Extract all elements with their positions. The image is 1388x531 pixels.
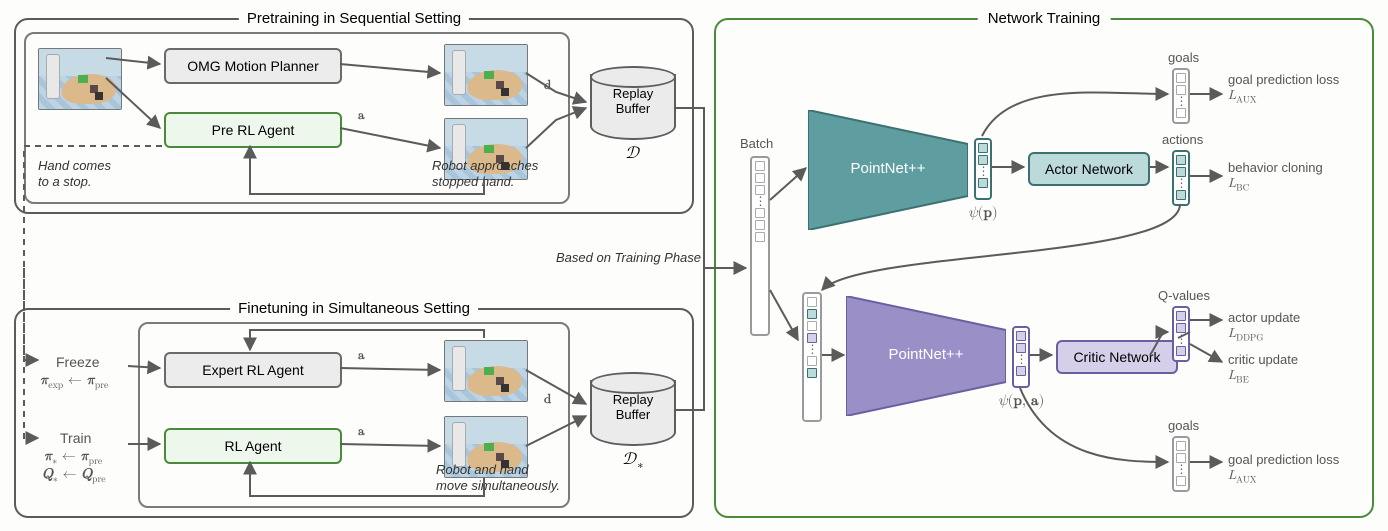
finetune-buffer-sym: 𝒟∗ [590, 450, 676, 472]
pretrain-buffer: Replay Buffer 𝒟 [590, 66, 676, 140]
finetune-buffer: Replay Buffer 𝒟∗ [590, 372, 676, 446]
finetune-buffer-label: Replay Buffer [590, 392, 676, 422]
omg-label: OMG Motion Planner [187, 58, 319, 74]
pretrain-cap1a: Hand comes [38, 158, 111, 173]
batch-label: Batch [740, 136, 773, 151]
freeze-eq: πexp ← πpre [40, 372, 108, 391]
psi-bot: ψ(p, a) [998, 392, 1044, 410]
pretrain-thumb-left [38, 48, 122, 110]
critic-box: Critic Network [1056, 340, 1178, 374]
pretrain-buffer-label: Replay Buffer [590, 86, 676, 116]
finetune-d: d [544, 392, 551, 408]
goals-top-label: goals [1168, 50, 1199, 65]
actor-box: Actor Network [1028, 152, 1150, 186]
finetune-a2: a [358, 424, 365, 440]
goal-loss-top-sym: LAUX [1228, 88, 1257, 106]
train-eq2: Q∗ ← Qpre [42, 466, 106, 485]
goal-loss-bot: goal prediction loss [1228, 452, 1339, 467]
network-panel: Network Training Batch ⋮ PointNet++ ⋮ ψ(… [714, 18, 1374, 518]
finetune-cap-a: Robot and hand [436, 462, 529, 477]
pretrain-panel: Pretraining in Sequential Setting Hand c… [14, 18, 694, 214]
bc-label: behavior cloning [1228, 160, 1323, 175]
feat-vec-bot: ⋮ [1012, 326, 1030, 388]
train-label: Train [60, 430, 91, 446]
bc-sym: LBC [1228, 176, 1249, 194]
train-eq1: π∗ ← πpre [44, 448, 102, 467]
actor-label: Actor Network [1045, 161, 1133, 177]
actor-up: actor update [1228, 310, 1300, 325]
finetune-thumb-top [444, 340, 528, 402]
pretrain-buffer-sym: 𝒟 [590, 144, 676, 164]
critic-up-sym: LBE [1228, 368, 1249, 386]
finetune-cap-b: move simultaneously. [436, 478, 560, 493]
finetune-panel: Finetuning in Simultaneous Setting Freez… [14, 308, 694, 518]
feat-vec-top: ⋮ [974, 138, 992, 200]
freeze-label: Freeze [56, 354, 100, 370]
expert-box: Expert RL Agent [164, 352, 342, 388]
bridge-label: Based on Training Phase [556, 250, 701, 265]
goals-vec-top: ⋮ [1172, 68, 1190, 124]
pretrain-cap1b: to a stop. [38, 174, 91, 189]
qvals-vec: ⋮ [1172, 306, 1190, 362]
goal-loss-bot-sym: LAUX [1228, 468, 1257, 486]
pretrain-thumb-top [444, 44, 528, 106]
critic-up: critic update [1228, 352, 1298, 367]
pretrain-title: Pretraining in Sequential Setting [239, 10, 469, 27]
critic-label: Critic Network [1073, 349, 1160, 365]
finetune-a1: a [358, 348, 365, 364]
goals-bot-label: goals [1168, 418, 1199, 433]
psi-top: ψ(p) [968, 204, 998, 222]
finetune-title: Finetuning in Simultaneous Setting [230, 300, 478, 317]
goals-vec-bot: ⋮ [1172, 436, 1190, 492]
actions-label: actions [1162, 132, 1203, 147]
pretrain-cap2a: Robot approaches [432, 158, 538, 173]
pointnet-top-label: PointNet++ [808, 160, 968, 177]
pretrain-a: a [358, 108, 365, 124]
qvals-label: Q-values [1158, 288, 1210, 303]
pre-rl-label: Pre RL Agent [212, 122, 295, 138]
rlagent-box: RL Agent [164, 428, 342, 464]
rlagent-label: RL Agent [224, 438, 281, 454]
critic-input-vec: ⋮ [802, 292, 822, 422]
pretrain-d: d [544, 78, 551, 94]
expert-label: Expert RL Agent [202, 362, 303, 378]
batch-vec: ⋮ [750, 156, 770, 336]
pointnet-bot-label: PointNet++ [846, 346, 1006, 363]
actor-up-sym: LDDPG [1228, 326, 1263, 344]
network-title: Network Training [978, 10, 1111, 27]
pre-rl-box: Pre RL Agent [164, 112, 342, 148]
goal-loss-top: goal prediction loss [1228, 72, 1339, 87]
omg-box: OMG Motion Planner [164, 48, 342, 84]
pretrain-cap2b: stopped hand. [432, 174, 514, 189]
actions-vec: ⋮ [1172, 150, 1190, 206]
